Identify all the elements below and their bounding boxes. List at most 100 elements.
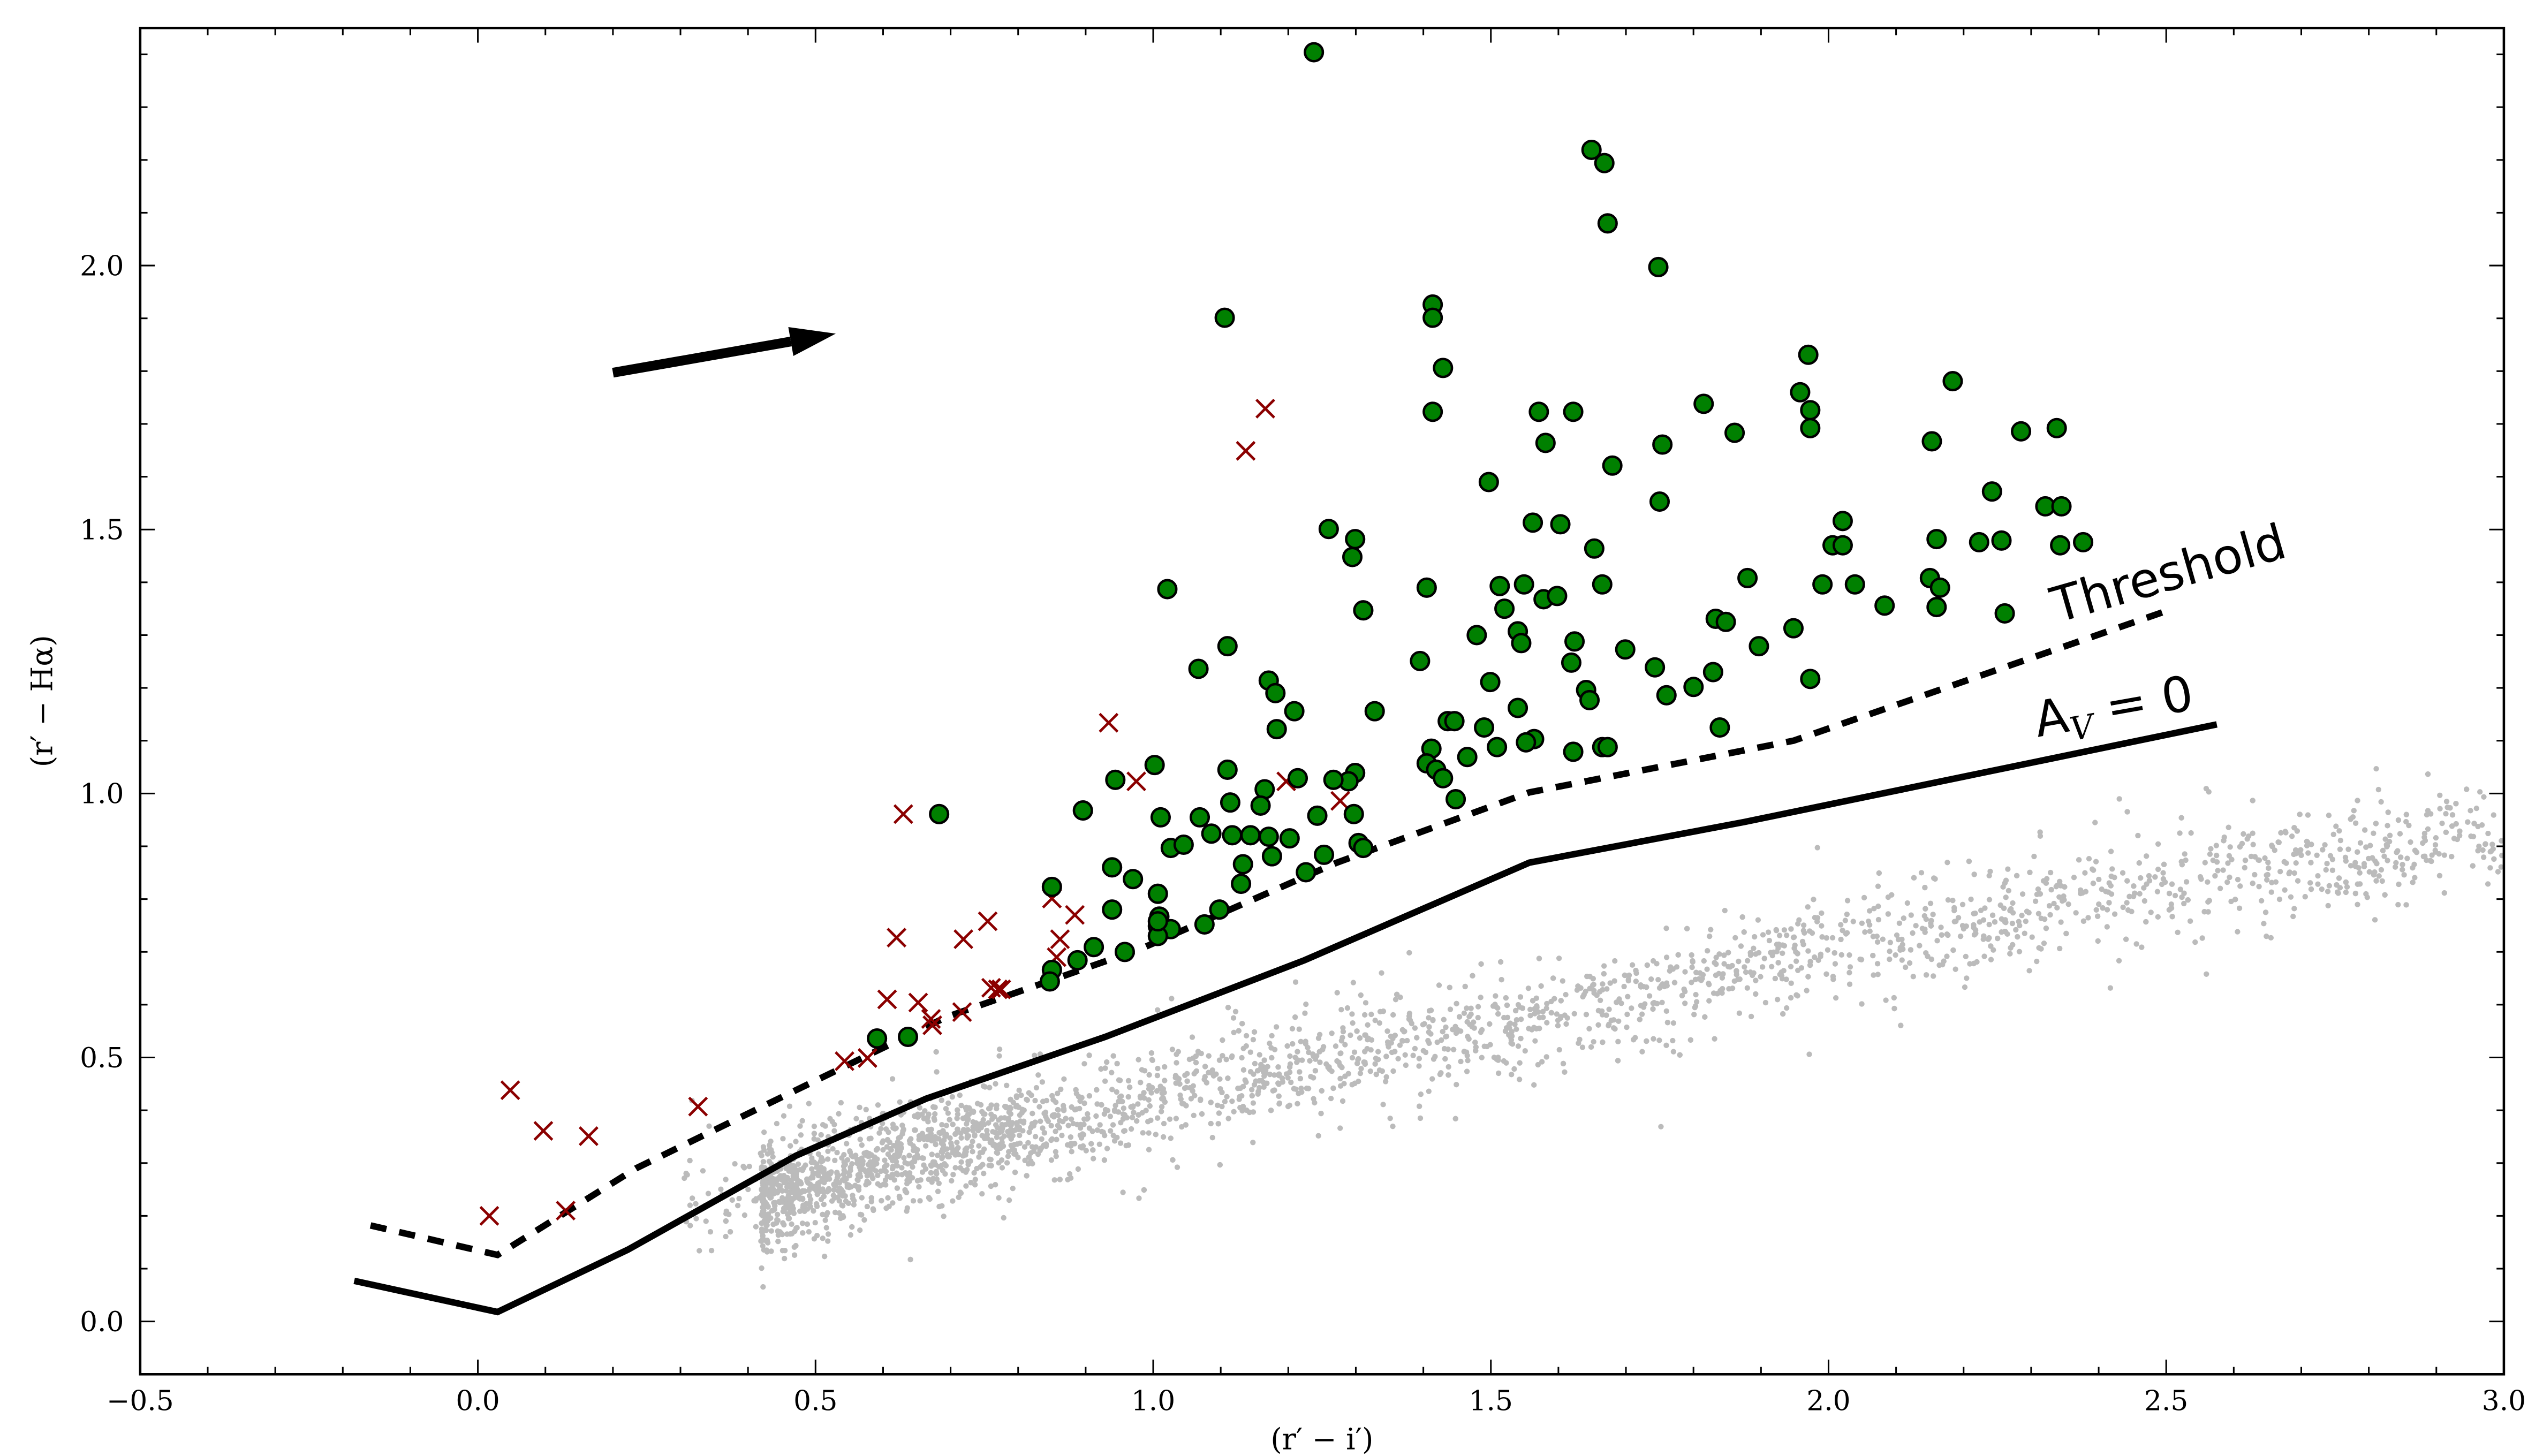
background-point — [1069, 1104, 1074, 1110]
selected-point — [1433, 768, 1454, 788]
background-point — [2177, 830, 2183, 836]
arrow-head-icon — [788, 327, 836, 357]
background-point — [2373, 878, 2379, 884]
background-point — [1648, 976, 1654, 982]
rejected-point — [893, 804, 913, 824]
background-point — [1928, 923, 1934, 929]
background-point — [2298, 852, 2304, 858]
background-point — [2242, 864, 2247, 871]
background-point — [1658, 1124, 1664, 1129]
background-point — [793, 1188, 799, 1194]
background-point — [2048, 886, 2054, 893]
background-point — [1475, 1004, 1481, 1010]
background-point — [1681, 986, 1687, 992]
background-point — [1945, 932, 1951, 938]
background-point — [1462, 983, 1468, 990]
background-point — [1154, 1088, 1160, 1094]
background-point — [1780, 1011, 1786, 1017]
background-point — [1747, 969, 1753, 975]
selected-point — [1494, 598, 1515, 619]
background-point — [1844, 930, 1850, 936]
background-point — [996, 1160, 1002, 1166]
background-point — [2040, 878, 2047, 884]
background-point — [1776, 941, 1782, 947]
background-point — [1532, 1006, 1538, 1012]
background-point — [1689, 964, 1695, 970]
background-point — [760, 1243, 766, 1249]
selected-point — [1474, 717, 1495, 738]
background-point — [971, 1170, 977, 1176]
background-point — [723, 1218, 729, 1224]
background-point — [2262, 909, 2269, 915]
background-point — [1250, 1037, 1257, 1043]
background-point — [811, 1208, 816, 1214]
background-point — [1875, 903, 1881, 909]
background-point — [761, 1129, 767, 1135]
background-point — [1418, 1091, 1424, 1097]
background-point — [736, 1195, 742, 1202]
background-point — [2146, 878, 2153, 884]
selected-point — [1364, 701, 1385, 722]
background-point — [703, 1218, 709, 1224]
background-point — [1054, 1136, 1059, 1143]
background-point — [1805, 974, 1811, 980]
background-point — [1656, 1037, 1662, 1043]
background-point — [928, 1126, 934, 1133]
background-point — [1219, 1089, 1225, 1096]
background-point — [875, 1102, 881, 1108]
background-point — [1340, 1025, 1346, 1031]
background-point — [1758, 974, 1764, 980]
background-point — [1169, 1046, 1176, 1052]
background-point — [2139, 944, 2145, 950]
background-point — [1146, 1147, 1152, 1152]
background-point — [2443, 829, 2449, 836]
background-point — [1788, 964, 1794, 969]
background-point — [1608, 1018, 1615, 1023]
background-point — [947, 1135, 953, 1141]
background-point — [1586, 1026, 1592, 1032]
background-point — [1509, 1072, 1515, 1078]
background-point — [1102, 1106, 1109, 1113]
background-point — [1621, 983, 1627, 990]
background-point — [2053, 884, 2059, 890]
background-point — [2225, 860, 2231, 866]
background-point — [2037, 829, 2043, 835]
background-point — [999, 1165, 1005, 1171]
selected-point — [1645, 657, 1666, 678]
background-point — [1272, 1072, 1277, 1078]
background-point — [1383, 1053, 1389, 1059]
background-point — [1354, 1060, 1360, 1066]
background-point — [2107, 985, 2114, 991]
background-point — [759, 1152, 765, 1158]
selected-point — [2011, 421, 2032, 442]
background-point — [1349, 1011, 1355, 1017]
background-point — [1161, 1120, 1167, 1127]
selected-point — [1709, 717, 1730, 738]
background-point — [2144, 853, 2150, 859]
background-point — [978, 1102, 984, 1108]
background-point — [2337, 846, 2343, 852]
background-point — [1069, 1149, 1074, 1155]
background-point — [789, 1198, 794, 1204]
selected-point — [1220, 792, 1240, 813]
background-point — [1962, 984, 1968, 990]
background-point — [807, 1200, 813, 1206]
background-point — [1258, 1066, 1263, 1072]
background-point — [2013, 927, 2019, 933]
rejected-point — [988, 979, 1008, 999]
background-point — [895, 1139, 900, 1145]
background-point — [2305, 850, 2311, 856]
background-point — [1261, 1073, 1267, 1079]
background-point — [1819, 934, 1825, 940]
background-point — [1110, 1122, 1116, 1128]
rejected-point — [688, 1096, 708, 1117]
background-point — [2291, 870, 2297, 876]
background-point — [2400, 867, 2405, 873]
background-point — [2395, 901, 2401, 908]
background-point — [2187, 918, 2193, 924]
x-tick-label: 1.5 — [1469, 1385, 1513, 1417]
background-point — [889, 1076, 896, 1082]
background-point — [1701, 958, 1707, 964]
background-point — [1959, 901, 1966, 907]
background-point — [1721, 961, 1727, 967]
